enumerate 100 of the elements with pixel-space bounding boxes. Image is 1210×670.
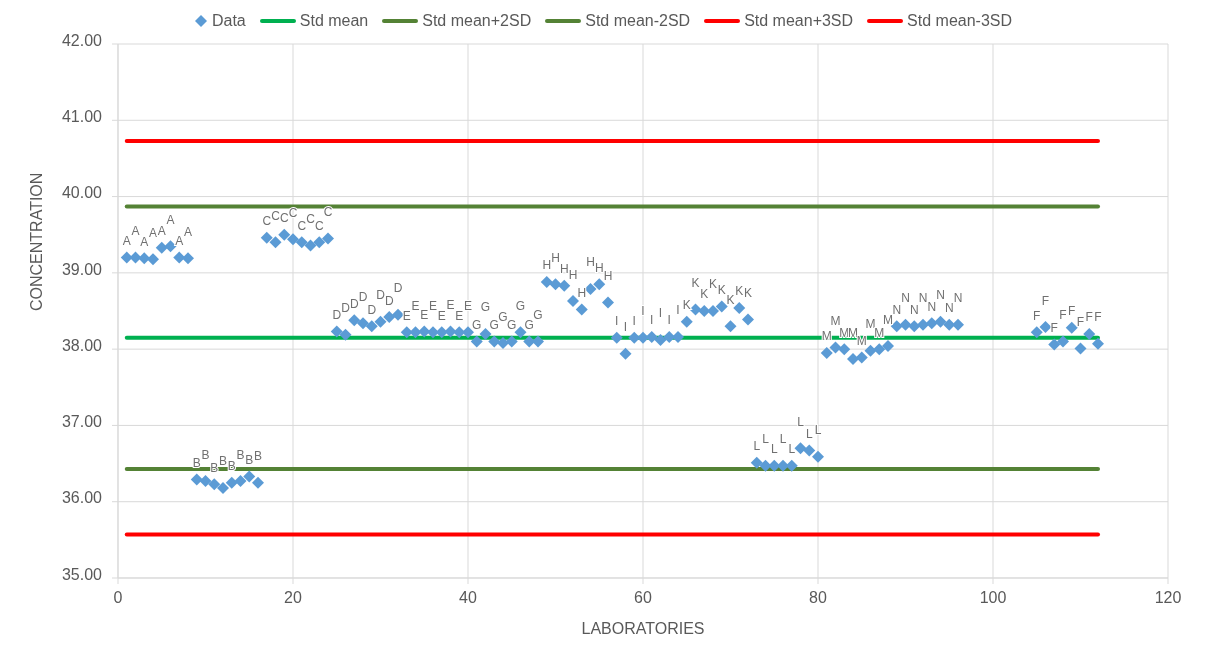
data-label: D: [384, 293, 394, 308]
data-label: A: [122, 234, 131, 249]
data-label: E: [437, 308, 446, 323]
data-label: G: [507, 318, 517, 332]
data-label: I: [615, 314, 619, 329]
data-label: G: [533, 308, 543, 322]
data-label: L: [814, 423, 822, 438]
data-label: K: [700, 287, 709, 302]
y-tick-label: 35.00: [61, 565, 103, 583]
data-label: H: [577, 285, 587, 300]
data-label: L: [805, 427, 813, 442]
data-label: K: [691, 275, 700, 290]
data-label: G: [498, 309, 508, 324]
data-label: K: [717, 282, 726, 297]
data-label: F: [1041, 293, 1050, 308]
data-label: M: [883, 312, 893, 327]
y-tick-label: 37.00: [61, 413, 103, 431]
data-label: F: [1076, 314, 1085, 329]
data-label: L: [779, 432, 787, 447]
y-axis-title: CONCENTRATION: [27, 172, 45, 311]
data-label: L: [770, 442, 778, 457]
data-label: A: [166, 212, 175, 227]
data-label: F: [1059, 308, 1067, 322]
data-label: E: [446, 298, 455, 313]
data-label: B: [192, 456, 201, 471]
data-label: F: [1094, 310, 1102, 325]
data-label: I: [676, 303, 680, 318]
data-label: D: [358, 289, 368, 304]
x-tick-label: 120: [1154, 589, 1182, 607]
data-label: F: [1050, 321, 1058, 336]
data-label: C: [288, 205, 298, 220]
data-label: M: [848, 325, 858, 340]
data-label: N: [936, 288, 945, 303]
data-label: E: [463, 298, 473, 313]
data-label: N: [892, 302, 902, 317]
data-label: B: [253, 449, 263, 464]
data-label: B: [245, 453, 254, 468]
x-tick-label: 0: [113, 589, 123, 607]
data-label: B: [218, 454, 228, 469]
data-label: N: [909, 302, 919, 317]
data-label: M: [874, 325, 885, 340]
data-label: C: [314, 218, 324, 233]
data-label: H: [603, 269, 613, 284]
data-label: F: [1085, 310, 1093, 325]
data-label: G: [524, 318, 534, 332]
data-label: C: [297, 218, 307, 233]
x-tick-label: 60: [634, 589, 652, 607]
data-label: F: [1068, 304, 1076, 319]
data-label: D: [341, 301, 351, 316]
x-tick-label: 100: [979, 589, 1007, 607]
data-label: H: [594, 260, 604, 275]
data-label: A: [140, 234, 149, 249]
x-tick-label: 20: [284, 589, 302, 607]
data-label: I: [632, 314, 636, 329]
data-label: K: [682, 298, 691, 313]
data-label: M: [839, 325, 850, 340]
data-label: C: [306, 211, 316, 226]
data-label: I: [658, 306, 663, 321]
data-label: K: [708, 277, 718, 292]
legend-label: Std mean-2SD: [585, 12, 691, 30]
data-label: A: [131, 224, 140, 239]
data-label: E: [411, 298, 420, 313]
data-label: H: [586, 255, 595, 270]
data-label: M: [830, 314, 841, 329]
data-label: G: [515, 298, 526, 313]
data-label: E: [420, 308, 429, 323]
data-label: M: [865, 317, 876, 332]
y-tick-label: 40.00: [61, 184, 103, 202]
data-label: L: [753, 439, 761, 454]
data-label: L: [797, 414, 805, 429]
data-label: L: [762, 432, 770, 447]
legend-label: Std mean-3SD: [907, 12, 1013, 30]
legend-label: Std mean: [299, 12, 369, 30]
y-tick-label: 38.00: [61, 336, 103, 354]
x-tick-label: 80: [809, 589, 827, 607]
data-label: C: [323, 205, 333, 220]
data-label: H: [551, 250, 560, 265]
data-label: D: [349, 296, 359, 311]
data-label: I: [667, 313, 671, 328]
data-label: A: [175, 234, 184, 249]
y-tick-label: 42.00: [61, 31, 103, 49]
data-label: K: [726, 292, 735, 307]
data-label: C: [262, 214, 272, 229]
data-label: H: [568, 267, 578, 282]
data-label: B: [201, 447, 210, 462]
data-label: G: [489, 318, 499, 332]
data-label: B: [236, 447, 245, 462]
legend-label: Std mean+3SD: [744, 12, 854, 30]
y-tick-label: 41.00: [61, 107, 103, 125]
data-label: N: [918, 291, 928, 306]
data-label: D: [367, 302, 377, 317]
data-label: I: [650, 313, 654, 328]
data-label: H: [542, 258, 552, 273]
data-label: K: [735, 284, 744, 299]
data-label: G: [480, 300, 491, 315]
data-label: F: [1033, 308, 1041, 323]
data-label: A: [157, 224, 166, 239]
data-label: L: [788, 442, 796, 457]
data-label: H: [559, 262, 569, 277]
legend-label: Std mean+2SD: [422, 12, 532, 30]
